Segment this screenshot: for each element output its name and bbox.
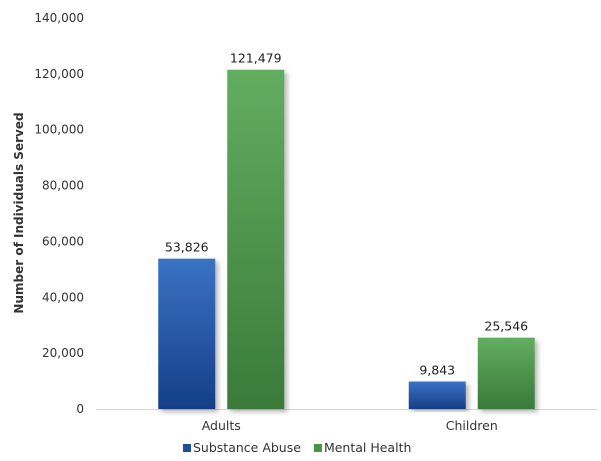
- legend-label: Mental Health: [324, 440, 411, 455]
- y-tick-label: 0: [76, 402, 84, 416]
- data-label: 9,843: [419, 363, 455, 378]
- y-tick-label: 60,000: [42, 234, 84, 248]
- data-label: 121,479: [230, 51, 282, 66]
- data-labels: 53,826 121,479 9,843 25,546: [165, 51, 528, 378]
- data-label: 53,826: [165, 240, 209, 255]
- category-label: Children: [446, 418, 498, 433]
- y-tick-label: 100,000: [34, 123, 84, 137]
- y-tick-label: 40,000: [42, 290, 84, 304]
- legend-label: Substance Abuse: [193, 440, 301, 455]
- y-tick-label: 120,000: [34, 67, 84, 81]
- legend-swatch: [183, 444, 191, 452]
- y-axis-title: Number of Individuals Served: [12, 112, 26, 313]
- bar-mental-health-adults: [227, 69, 285, 410]
- legend: Substance Abuse Mental Health: [183, 440, 411, 455]
- y-axis-ticks: 0 20,000 40,000 60,000 80,000 100,000 120,000 1…: [34, 11, 84, 416]
- category-label: Adults: [202, 418, 241, 433]
- data-label: 25,546: [484, 319, 528, 334]
- y-tick-label: 20,000: [42, 346, 84, 360]
- legend-swatch: [313, 444, 322, 452]
- bar-mental-health-children: [477, 337, 535, 409]
- bar-group: [158, 69, 535, 410]
- y-tick-label: 140,000: [34, 11, 84, 25]
- bar-substance-abuse-children: [408, 381, 466, 409]
- x-axis-categories: Adults Children: [202, 418, 498, 433]
- bar-substance-abuse-adults: [158, 258, 216, 409]
- y-tick-label: 80,000: [42, 179, 84, 193]
